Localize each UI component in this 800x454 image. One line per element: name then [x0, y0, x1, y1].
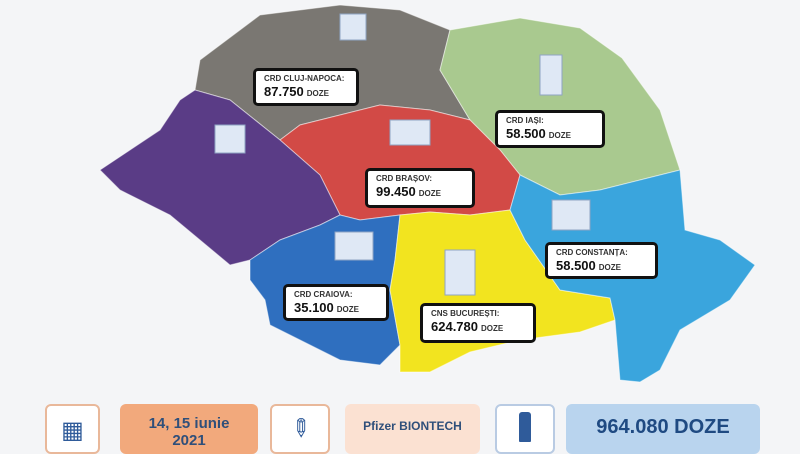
label-brasov: CRD BRAȘOV: 99.450 DOZE [365, 168, 475, 208]
building-icon [334, 231, 374, 261]
vaccine-box: Pfizer BIONTECH [345, 404, 480, 454]
building-icon [539, 54, 563, 96]
building-icon [551, 199, 591, 231]
calendar-icon: ▦ [61, 417, 84, 444]
building-icon [214, 124, 246, 154]
label-cluj: CRD CLUJ-NAPOCA: 87.750 DOZE [253, 68, 359, 106]
building-icon [339, 13, 367, 41]
region-west[interactable] [99, 89, 341, 266]
syringe-icon: ✎ [283, 411, 317, 446]
building-icon [389, 119, 431, 146]
label-iasi: CRD IAȘI: 58.500 DOZE [495, 110, 605, 148]
syringe-box: ✎ [270, 404, 330, 454]
label-bucuresti: CNS BUCUREȘTI: 624.780 DOZE [420, 303, 536, 343]
calendar-box: ▦ [45, 404, 100, 454]
label-constanta: CRD CONSTANȚA: 58.500 DOZE [545, 242, 658, 279]
label-craiova: CRD CRAIOVA: 35.100 DOZE [283, 284, 389, 321]
total-doses-box: 964.080 DOZE [566, 404, 760, 454]
building-icon [444, 249, 476, 296]
vial-icon [519, 412, 531, 442]
vial-box [495, 404, 555, 454]
date-box: 14, 15 iunie 2021 [120, 404, 258, 454]
